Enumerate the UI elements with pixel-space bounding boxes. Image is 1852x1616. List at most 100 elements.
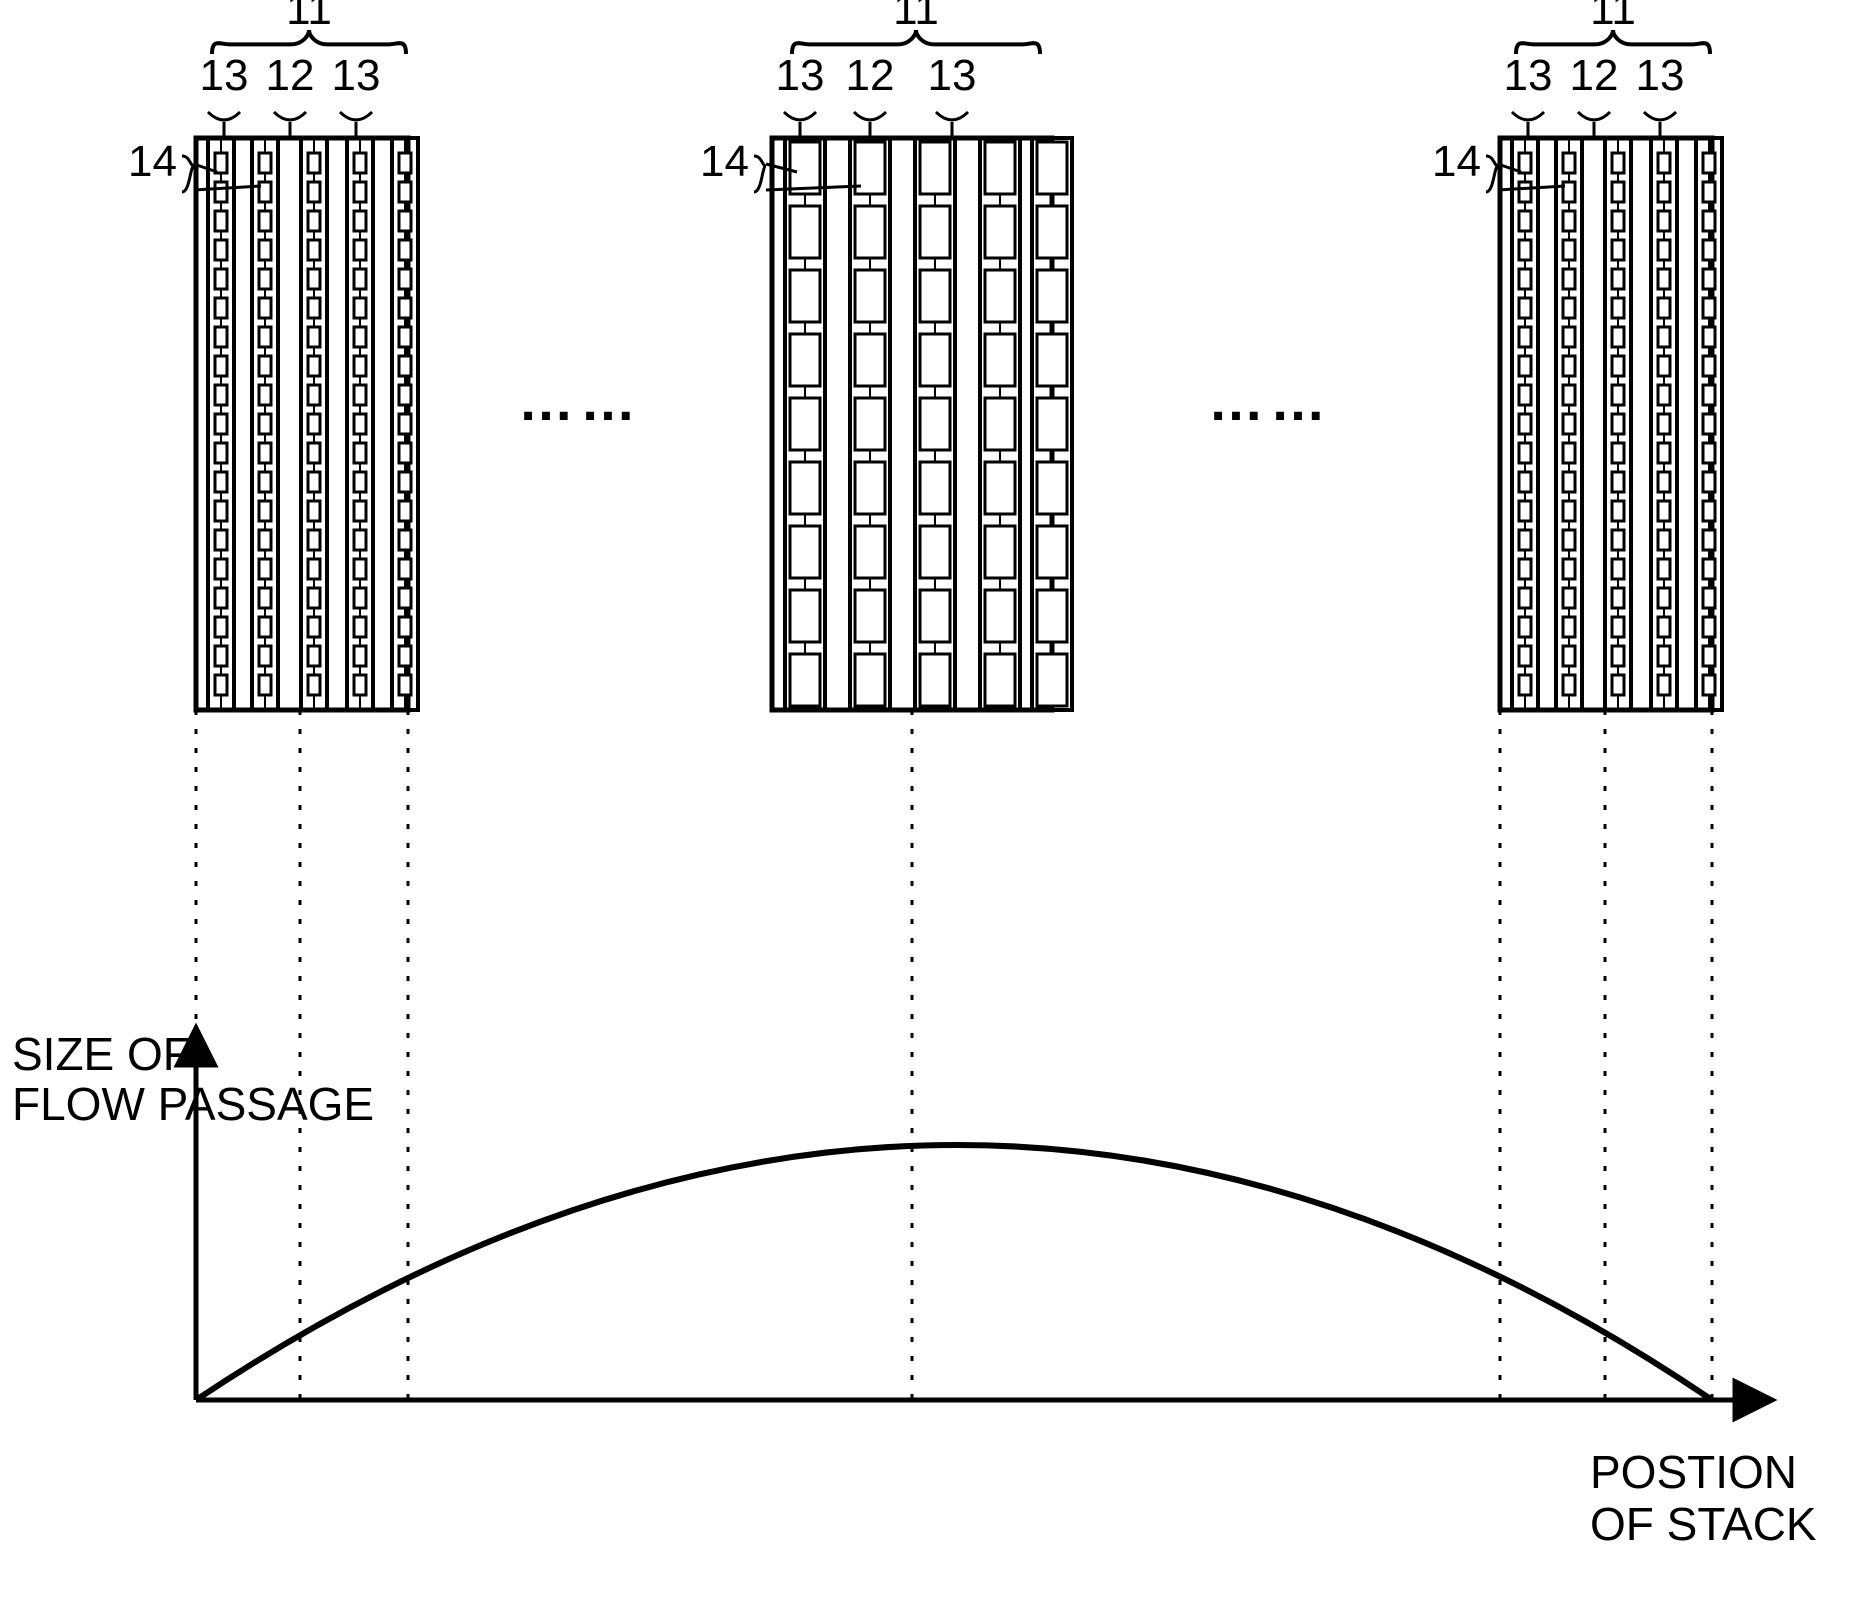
- flow-hole: [308, 530, 320, 550]
- flow-hole: [1037, 206, 1067, 258]
- flow-hole: [354, 588, 366, 608]
- flow-hole: [354, 153, 366, 173]
- flow-hole: [1519, 443, 1531, 463]
- flow-hole: [259, 240, 271, 260]
- sub-label: 12: [846, 51, 895, 100]
- flow-hole: [1658, 588, 1670, 608]
- flow-hole: [985, 590, 1015, 642]
- flow-hole: [1703, 588, 1715, 608]
- flow-hole: [215, 501, 227, 521]
- flow-hole: [1612, 501, 1624, 521]
- flow-hole: [215, 617, 227, 637]
- flow-hole: [259, 414, 271, 434]
- sublabel-arc-icon: [854, 112, 886, 120]
- flow-hole: [1563, 646, 1575, 666]
- flow-hole: [1519, 269, 1531, 289]
- sub-label: 13: [1636, 51, 1685, 100]
- flow-hole: [855, 398, 885, 450]
- flow-hole: [1658, 327, 1670, 347]
- flow-hole: [399, 240, 411, 260]
- flow-hole: [1563, 356, 1575, 376]
- flow-hole: [399, 182, 411, 202]
- flow-hole: [215, 269, 227, 289]
- flow-hole: [215, 182, 227, 202]
- flow-hole: [1658, 530, 1670, 550]
- flow-hole: [1703, 414, 1715, 434]
- flow-hole: [308, 269, 320, 289]
- flow-hole: [399, 559, 411, 579]
- flow-hole: [399, 501, 411, 521]
- flow-hole: [1519, 675, 1531, 695]
- flow-hole: [920, 142, 950, 194]
- flow-hole: [985, 654, 1015, 706]
- flow-hole: [1703, 240, 1715, 260]
- ref14-brace-icon: [754, 156, 766, 192]
- flow-hole: [399, 298, 411, 318]
- flow-hole: [259, 153, 271, 173]
- flow-hole: [1519, 530, 1531, 550]
- flow-hole: [215, 530, 227, 550]
- sub-label: 13: [332, 51, 381, 100]
- flow-hole: [308, 298, 320, 318]
- flow-hole: [354, 414, 366, 434]
- flow-hole: [1563, 617, 1575, 637]
- flow-hole: [1612, 559, 1624, 579]
- flow-hole: [215, 588, 227, 608]
- flow-hole: [1612, 675, 1624, 695]
- flow-hole: [259, 646, 271, 666]
- flow-hole: [1037, 142, 1067, 194]
- flow-hole: [399, 675, 411, 695]
- sublabel-arc-icon: [936, 112, 968, 120]
- flow-hole: [259, 472, 271, 492]
- flow-hole: [259, 356, 271, 376]
- flow-hole: [1658, 298, 1670, 318]
- flow-hole: [790, 270, 820, 322]
- flow-hole: [790, 526, 820, 578]
- sublabel-arc-icon: [274, 112, 306, 120]
- flow-hole: [354, 617, 366, 637]
- flow-hole: [354, 269, 366, 289]
- x-axis-label-1: POSTION: [1590, 1446, 1797, 1498]
- flow-hole: [1703, 646, 1715, 666]
- flow-hole: [920, 654, 950, 706]
- flow-hole: [855, 206, 885, 258]
- sublabel-arc-icon: [1578, 112, 1610, 120]
- flow-hole: [259, 559, 271, 579]
- flow-hole: [308, 182, 320, 202]
- flow-hole: [215, 675, 227, 695]
- flow-hole: [354, 675, 366, 695]
- sublabel-arc-icon: [784, 112, 816, 120]
- stack-2: [1486, 30, 1722, 710]
- flow-hole: [308, 501, 320, 521]
- sub-label: 13: [776, 51, 825, 100]
- flow-hole: [354, 240, 366, 260]
- sub-label: 13: [1504, 51, 1553, 100]
- flow-hole: [259, 211, 271, 231]
- flow-hole: [1519, 356, 1531, 376]
- flow-hole: [215, 211, 227, 231]
- flow-hole: [399, 269, 411, 289]
- stack-0: [182, 30, 418, 710]
- flow-hole: [308, 588, 320, 608]
- flow-hole: [1658, 211, 1670, 231]
- flow-hole: [1612, 298, 1624, 318]
- flow-hole: [1563, 298, 1575, 318]
- flow-hole: [399, 356, 411, 376]
- flow-hole: [354, 298, 366, 318]
- flow-hole: [215, 298, 227, 318]
- flow-hole: [1703, 211, 1715, 231]
- flow-hole: [855, 462, 885, 514]
- flow-hole: [985, 526, 1015, 578]
- flow-hole: [790, 654, 820, 706]
- flow-hole: [1703, 153, 1715, 173]
- flow-hole: [215, 472, 227, 492]
- x-axis-label-2: OF STACK: [1590, 1498, 1817, 1550]
- flow-hole: [920, 334, 950, 386]
- flow-hole: [259, 298, 271, 318]
- flow-hole: [399, 153, 411, 173]
- flow-hole: [1612, 530, 1624, 550]
- flow-hole: [1612, 588, 1624, 608]
- flow-hole: [354, 182, 366, 202]
- flow-hole: [1519, 646, 1531, 666]
- flow-hole: [985, 142, 1015, 194]
